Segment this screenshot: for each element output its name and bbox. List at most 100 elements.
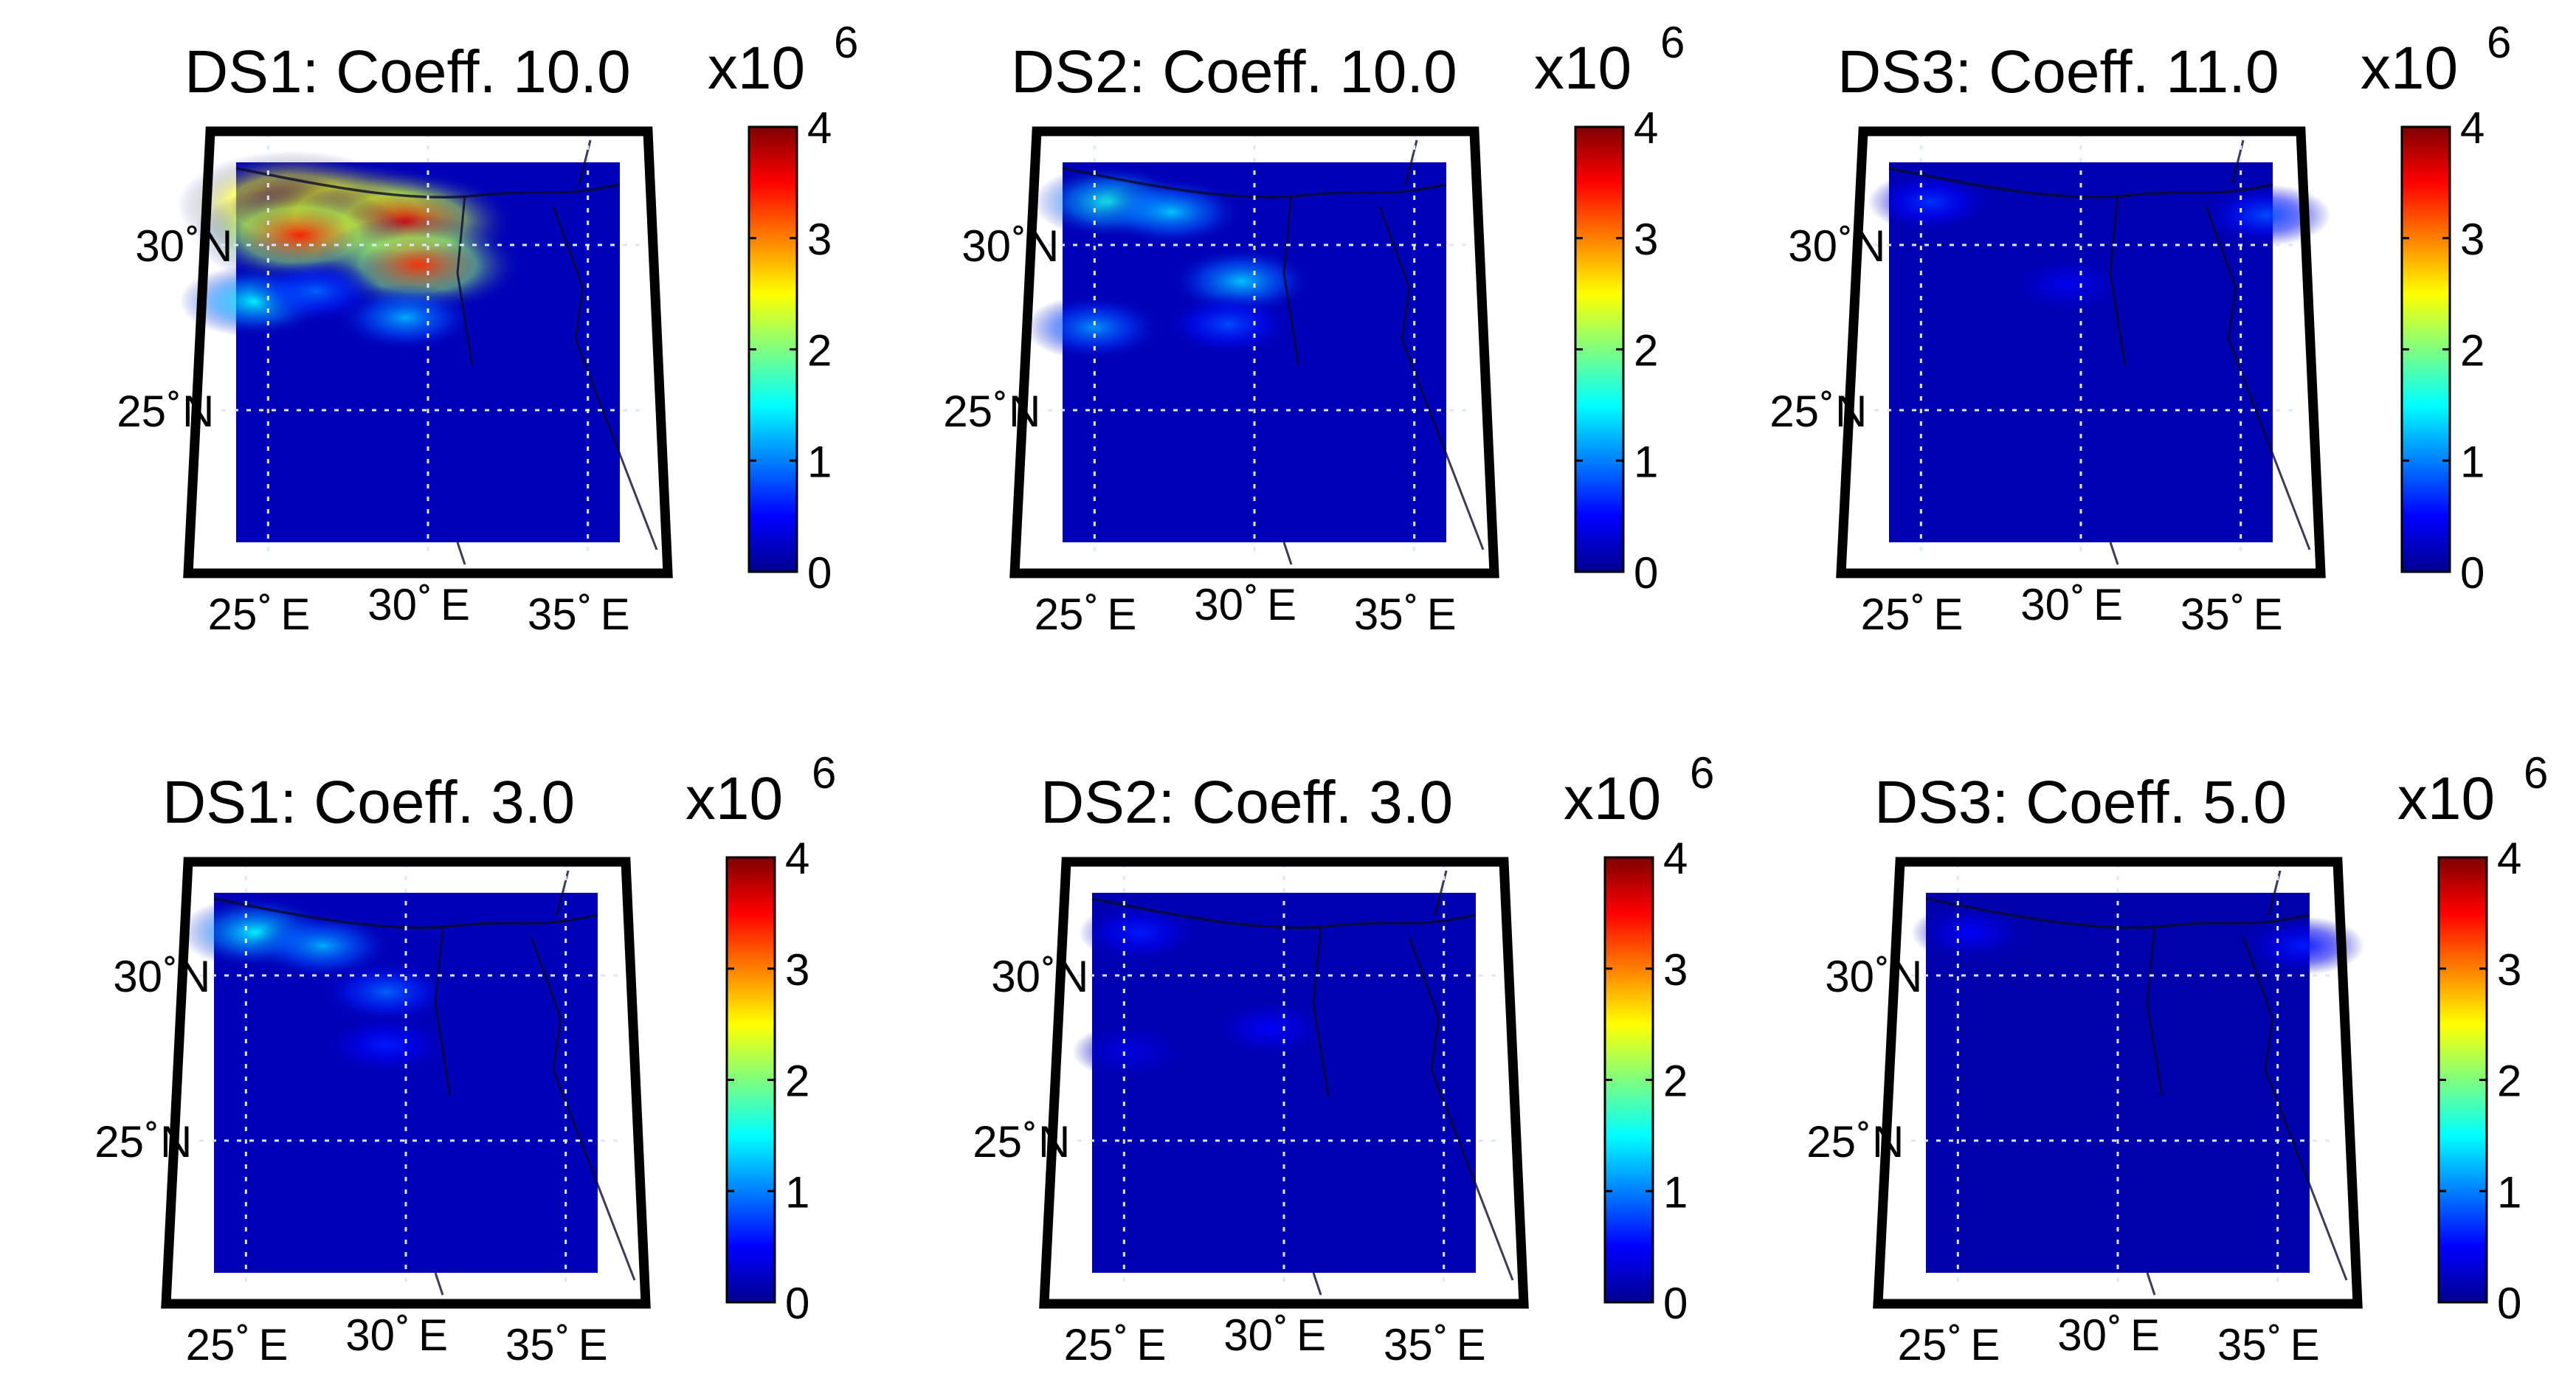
lat-label: 30: [1788, 221, 1837, 271]
colorbar: [749, 127, 797, 572]
lat-label: 30: [1825, 952, 1874, 1001]
plume-mark: [320, 960, 453, 1024]
lat-label: 30: [113, 952, 162, 1001]
lat-suffix: N: [1835, 387, 1867, 436]
degree-symbol: [2232, 593, 2242, 604]
colorbar-tick-label: 0: [1663, 1279, 1688, 1328]
sea-coast-line: [1408, 936, 1514, 1281]
plume-mark: [1211, 999, 1331, 1057]
degree-symbol: [1013, 225, 1023, 235]
colorbar-multiplier: x10: [2361, 35, 2458, 102]
colorbar-tick-label: 4: [1634, 103, 1658, 153]
lon-suffix: E: [1970, 1320, 2000, 1369]
colorbar-tick-label: 3: [2460, 215, 2485, 264]
panel-title: DS3: Coeff. 5.0: [1874, 769, 2287, 836]
lon-label: 35: [1354, 590, 1403, 639]
lat-suffix: N: [1027, 221, 1059, 271]
plume-mark: [1910, 903, 2031, 961]
colorbar: [2402, 127, 2450, 572]
lat-label: 25: [117, 387, 166, 436]
map-frame: [1039, 857, 1529, 1309]
lon-suffix: E: [418, 1310, 448, 1360]
border-line: [2146, 1272, 2156, 1296]
panel-title: DS2: Coeff. 3.0: [1040, 769, 1453, 836]
lat-suffix: N: [1890, 952, 1922, 1001]
colorbar-multiplier: x10: [708, 35, 805, 102]
degree-symbol: [1275, 1314, 1285, 1324]
border-line: [1282, 542, 1293, 565]
degree-symbol: [1406, 593, 1416, 604]
colorbar-exponent: 6: [834, 18, 858, 67]
degree-symbol: [1912, 593, 1922, 604]
plume-mark: [251, 911, 394, 980]
degree-symbol: [1085, 593, 1096, 604]
colorbar-exponent: 6: [812, 748, 836, 798]
border-line: [434, 1272, 444, 1296]
lat-label: 30: [961, 221, 1011, 271]
degree-symbol: [579, 593, 590, 604]
colorbar-tick-label: 0: [785, 1279, 809, 1328]
lon-label: 25: [1064, 1320, 1113, 1369]
degree-symbol: [259, 593, 269, 604]
map-frame: [1873, 857, 2363, 1309]
colorbar-tick-label: 0: [807, 548, 832, 598]
colorbar-tick-label: 3: [807, 215, 832, 264]
degree-symbol: [1876, 956, 1887, 966]
degree-symbol: [2269, 1324, 2279, 1334]
lon-suffix: E: [1107, 590, 1136, 639]
colorbar-exponent: 6: [2487, 18, 2511, 67]
degree-symbol: [1840, 225, 1850, 235]
colorbar-multiplier: x10: [1534, 35, 1631, 102]
lon-label: 30: [345, 1310, 395, 1360]
colorbar-tick-label: 0: [2460, 548, 2485, 598]
colorbar: [1575, 127, 1623, 572]
border-line: [1282, 195, 1300, 366]
colorbar: [2439, 857, 2487, 1302]
degree-symbol: [995, 390, 1005, 401]
sea-coast-line: [552, 206, 658, 550]
lon-label: 35: [1384, 1320, 1433, 1369]
lon-suffix: E: [280, 590, 310, 639]
plume-mark: [2242, 916, 2365, 975]
lat-suffix: N: [1854, 221, 1885, 271]
colorbar-tick-label: 2: [2460, 326, 2485, 376]
lon-label: 30: [2057, 1310, 2107, 1360]
map-frame: [183, 126, 673, 578]
colorbar: [1605, 857, 1653, 1302]
lat-label: 30: [135, 221, 184, 271]
degree-symbol: [419, 584, 429, 594]
colorbar-tick-label: 3: [2497, 945, 2521, 995]
plume-mark: [1072, 1023, 1189, 1079]
lon-label: 35: [505, 1320, 555, 1369]
colorbar-tick-label: 4: [807, 103, 832, 153]
lat-label: 25: [94, 1117, 144, 1167]
lon-suffix: E: [1267, 580, 1296, 629]
map-frame: [161, 857, 651, 1309]
panel-title: DS3: Coeff. 11.0: [1837, 38, 2279, 106]
colorbar-tick-label: 1: [807, 437, 832, 486]
lon-label: 30: [1223, 1310, 1273, 1360]
colorbar-tick-label: 1: [1634, 437, 1658, 486]
degree-symbol: [1024, 1121, 1035, 1131]
border-line: [2109, 195, 2127, 366]
degree-symbol: [557, 1324, 567, 1334]
colorbar-tick-label: 4: [2497, 834, 2521, 883]
colorbar-tick-label: 1: [2497, 1167, 2521, 1217]
lat-suffix: N: [1872, 1117, 1904, 1167]
degree-symbol: [1246, 584, 1256, 594]
degree-symbol: [1949, 1324, 1959, 1334]
lon-label: 25: [208, 590, 258, 639]
colorbar-tick-label: 3: [785, 945, 809, 995]
plume-mark: [1867, 171, 1994, 232]
colorbar-tick-label: 4: [1663, 834, 1688, 883]
colorbar-tick-label: 4: [785, 834, 809, 883]
panel-title: DS2: Coeff. 10.0: [1011, 38, 1457, 106]
border-line: [456, 542, 466, 565]
colorbar-tick-label: 0: [2497, 1279, 2521, 1328]
lon-label: 35: [2180, 590, 2230, 639]
sea-coast-line: [2242, 936, 2348, 1281]
plume-mark: [1164, 293, 1294, 356]
plume-mark: [1025, 294, 1164, 361]
